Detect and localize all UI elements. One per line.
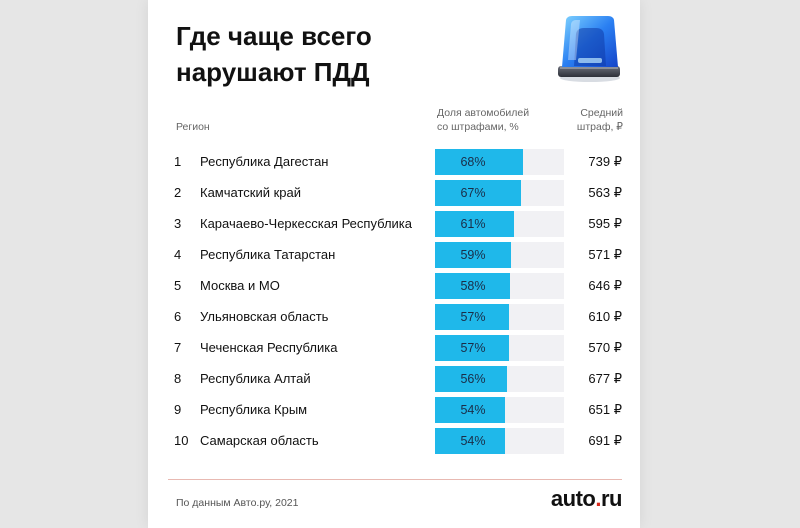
brand-logo-dot: . bbox=[595, 486, 601, 511]
brand-logo: auto.ru bbox=[550, 486, 623, 512]
share-bar-track: 54% bbox=[435, 428, 564, 454]
row-rank: 5 bbox=[174, 278, 182, 293]
row-rank: 2 bbox=[174, 185, 182, 200]
footer-divider bbox=[168, 479, 622, 480]
share-label: 59% bbox=[460, 248, 486, 262]
share-label: 56% bbox=[460, 372, 486, 386]
row-avg-fine: 646 ₽ bbox=[588, 278, 622, 293]
row-avg-fine: 571 ₽ bbox=[588, 247, 622, 262]
share-bar-track: 58% bbox=[435, 273, 564, 299]
table-row: 2 Камчатский край 67% 563 ₽ bbox=[148, 180, 640, 206]
share-bar-track: 54% bbox=[435, 397, 564, 423]
column-header-share-line-1: Доля автомобилей bbox=[437, 107, 530, 119]
chart-title: Где чаще всего нарушают ПДД bbox=[176, 18, 372, 90]
column-header-avg-line-1: Средний bbox=[580, 107, 623, 119]
share-bar bbox=[435, 397, 505, 423]
row-avg-fine: 677 ₽ bbox=[588, 371, 622, 386]
row-avg-fine: 739 ₽ bbox=[588, 154, 622, 169]
source-note: По данным Авто.ру, 2021 bbox=[176, 497, 299, 509]
share-bar bbox=[435, 366, 507, 392]
row-avg-fine: 610 ₽ bbox=[588, 309, 622, 324]
share-label: 58% bbox=[460, 279, 486, 293]
row-rank: 4 bbox=[174, 247, 182, 262]
share-bar bbox=[435, 428, 505, 454]
column-header-region: Регион bbox=[176, 121, 210, 133]
row-region-name: Чеченская Республика bbox=[200, 340, 338, 355]
title-line-2: нарушают ПДД bbox=[176, 57, 370, 87]
share-bar bbox=[435, 304, 509, 330]
table-row: 10 Самарская область 54% 691 ₽ bbox=[148, 428, 640, 454]
row-region-name: Камчатский край bbox=[200, 185, 301, 200]
table-row: 7 Чеченская Республика 57% 570 ₽ bbox=[148, 335, 640, 361]
row-avg-fine: 595 ₽ bbox=[588, 216, 622, 231]
table-row: 8 Республика Алтай 56% 677 ₽ bbox=[148, 366, 640, 392]
table-row: 3 Карачаево-Черкесская Республика 61% 595 ₽ bbox=[148, 211, 640, 237]
share-bar-track: 59% bbox=[435, 242, 564, 268]
share-bar bbox=[435, 180, 521, 206]
share-bar-track: 56% bbox=[435, 366, 564, 392]
row-rank: 3 bbox=[174, 216, 182, 231]
share-bar-track: 68% bbox=[435, 149, 564, 175]
table-row: 9 Республика Крым 54% 651 ₽ bbox=[148, 397, 640, 423]
infographic-card: Где чаще всего нарушают ПДД Регион Доля … bbox=[148, 0, 640, 528]
row-rank: 8 bbox=[174, 371, 182, 386]
row-avg-fine: 691 ₽ bbox=[588, 433, 622, 448]
share-label: 57% bbox=[460, 310, 486, 324]
row-region-name: Республика Алтай bbox=[200, 371, 311, 386]
share-bar bbox=[435, 242, 511, 268]
share-label: 67% bbox=[460, 186, 486, 200]
row-region-name: Ульяновская область bbox=[200, 309, 329, 324]
column-header-share-line-2: со штрафами, % bbox=[437, 121, 519, 133]
row-region-name: Карачаево-Черкесская Республика bbox=[200, 216, 412, 231]
column-header-avg-fine: Средний штраф, ₽ bbox=[577, 106, 623, 134]
share-bar bbox=[435, 211, 514, 237]
share-bar bbox=[435, 149, 523, 175]
row-region-name: Республика Дагестан bbox=[200, 154, 329, 169]
brand-logo-left: auto bbox=[550, 486, 596, 511]
share-bar-track: 67% bbox=[435, 180, 564, 206]
row-rank: 7 bbox=[174, 340, 182, 355]
share-label: 61% bbox=[460, 217, 486, 231]
table-row: 6 Ульяновская область 57% 610 ₽ bbox=[148, 304, 640, 330]
table-row: 1 Республика Дагестан 68% 739 ₽ bbox=[148, 149, 640, 175]
share-label: 54% bbox=[460, 403, 486, 417]
share-label: 57% bbox=[460, 341, 486, 355]
row-rank: 1 bbox=[174, 154, 182, 169]
share-bar-track: 57% bbox=[435, 304, 564, 330]
siren-beacon-icon bbox=[558, 16, 620, 82]
row-rank: 9 bbox=[174, 402, 182, 417]
share-bar-track: 61% bbox=[435, 211, 564, 237]
share-bar bbox=[435, 335, 509, 361]
column-header-avg-line-2: штраф, ₽ bbox=[576, 121, 623, 133]
row-rank: 6 bbox=[174, 309, 182, 324]
row-region-name: Москва и МО bbox=[200, 278, 280, 293]
row-region-name: Республика Татарстан bbox=[200, 247, 336, 262]
row-avg-fine: 563 ₽ bbox=[588, 185, 622, 200]
table-row: 5 Москва и МО 58% 646 ₽ bbox=[148, 273, 640, 299]
title-line-1: Где чаще всего bbox=[176, 21, 372, 51]
table-row: 4 Республика Татарстан 59% 571 ₽ bbox=[148, 242, 640, 268]
column-header-share: Доля автомобилей со штрафами, % bbox=[437, 106, 567, 134]
row-region-name: Самарская область bbox=[200, 433, 319, 448]
row-avg-fine: 570 ₽ bbox=[588, 340, 622, 355]
row-region-name: Республика Крым bbox=[200, 402, 308, 417]
row-rank: 10 bbox=[174, 433, 189, 448]
share-bar-track: 57% bbox=[435, 335, 564, 361]
share-bar bbox=[435, 273, 510, 299]
share-label: 54% bbox=[460, 434, 486, 448]
brand-logo-right: ru bbox=[601, 486, 623, 511]
share-label: 68% bbox=[460, 155, 486, 169]
row-avg-fine: 651 ₽ bbox=[588, 402, 622, 417]
